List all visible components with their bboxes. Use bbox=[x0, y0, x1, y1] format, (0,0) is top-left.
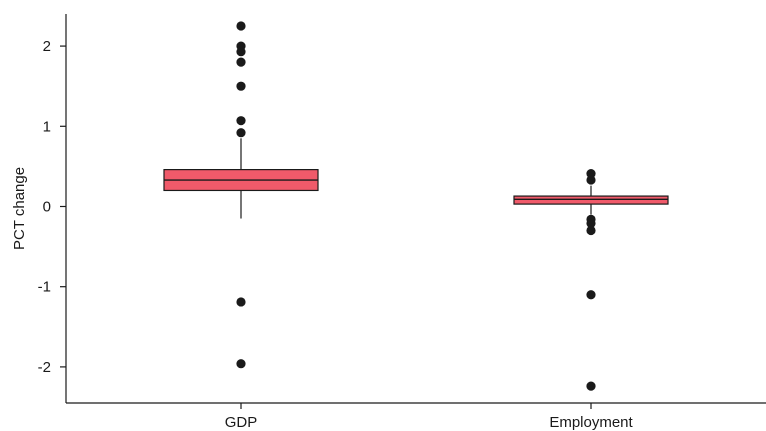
box-group-gdp bbox=[163, 21, 319, 369]
x-ticks: GDP Employment bbox=[225, 403, 634, 431]
y-tick-label: 1 bbox=[43, 118, 51, 135]
outlier-point bbox=[586, 290, 596, 300]
outlier-point bbox=[236, 21, 246, 31]
x-tick-label: Employment bbox=[549, 414, 633, 431]
outlier-point bbox=[236, 359, 246, 369]
x-tick-label: GDP bbox=[225, 414, 258, 431]
y-axis-title: PCT change bbox=[11, 167, 28, 250]
outlier-point bbox=[236, 81, 246, 91]
axes bbox=[65, 14, 766, 404]
outlier-point bbox=[586, 175, 596, 185]
boxes bbox=[163, 21, 669, 391]
y-ticks: 2 1 0 -1 -2 bbox=[38, 38, 66, 376]
outlier-point bbox=[236, 47, 246, 57]
iqr-box bbox=[513, 195, 669, 205]
y-tick-label: -1 bbox=[38, 279, 51, 296]
outlier-point bbox=[586, 218, 596, 228]
outlier-point bbox=[236, 128, 246, 138]
outlier-point bbox=[236, 116, 246, 126]
outlier-point bbox=[236, 297, 246, 307]
outlier-point bbox=[586, 381, 596, 391]
y-tick-label: 2 bbox=[43, 38, 51, 55]
outlier-point bbox=[586, 225, 596, 236]
y-tick-label: -2 bbox=[38, 359, 51, 376]
outlier-point bbox=[236, 57, 246, 67]
box-group-employment bbox=[513, 169, 669, 391]
y-tick-label: 0 bbox=[43, 198, 51, 215]
outlier-point bbox=[586, 169, 596, 179]
